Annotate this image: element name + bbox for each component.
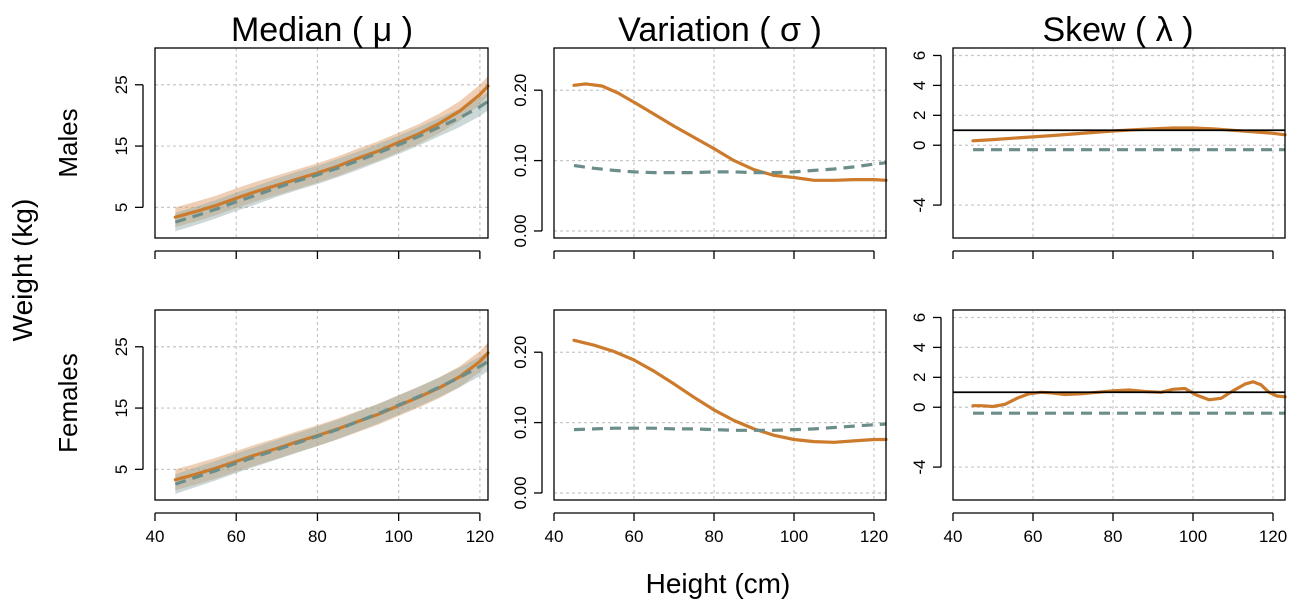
plot-frame	[952, 309, 1286, 501]
x-tick-label: 60	[1024, 527, 1043, 546]
x-tick-label: 60	[625, 527, 644, 546]
y-tick-label: 0	[910, 403, 929, 412]
y-tick-label: -4	[910, 460, 929, 475]
panel-males-variation: 0.00 0.10 0.20	[511, 47, 888, 259]
y-tick-label: 4	[910, 343, 929, 352]
panel-females-skew: 40 60 80 100 120 6 4 2 0 -4	[910, 309, 1287, 546]
plot-frame	[553, 47, 887, 239]
row-label-males: Males	[53, 108, 83, 177]
y-tick-label: 0.20	[511, 336, 530, 369]
uncertainty-band-orange	[175, 76, 489, 227]
series-line-teal-dashed	[174, 360, 489, 486]
y-tick-label: 25	[112, 75, 131, 94]
y-tick-label: 0.00	[511, 214, 530, 247]
series-line-teal-dashed	[174, 99, 489, 224]
x-tick-label: 120	[1259, 527, 1287, 546]
plot-frame	[154, 47, 489, 239]
x-tick-label: 60	[227, 527, 246, 546]
plot-frame	[952, 47, 1286, 239]
series-line-orange-solid	[572, 82, 888, 182]
x-tick-label: 100	[384, 527, 412, 546]
plot-frame	[154, 309, 489, 501]
series-line-teal-dashed	[573, 161, 887, 175]
y-tick-label: 2	[910, 373, 929, 382]
x-axis-title: Height (cm)	[646, 568, 791, 599]
y-tick-label: 0.10	[511, 406, 530, 439]
y-tick-label: 0.00	[511, 476, 530, 509]
x-tick-label: 40	[545, 527, 564, 546]
y-tick-label: 15	[112, 137, 131, 156]
column-title-variation: Variation ( σ )	[618, 11, 822, 49]
y-tick-label: 5	[112, 203, 131, 212]
y-tick-label: 2	[910, 111, 929, 120]
plot-frame	[553, 309, 887, 501]
uncertainty-band-orange	[175, 342, 489, 491]
y-tick-label: 0.20	[511, 74, 530, 107]
y-tick-label: 4	[910, 81, 929, 90]
y-axis-title: Weight (kg)	[7, 199, 38, 342]
y-tick-label: 0	[910, 141, 929, 150]
x-tick-label: 120	[466, 527, 494, 546]
x-tick-label: 40	[146, 527, 165, 546]
y-tick-label: 15	[112, 399, 131, 418]
x-tick-label: 80	[705, 527, 724, 546]
x-tick-label: 100	[1179, 527, 1207, 546]
x-tick-label: 80	[1104, 527, 1123, 546]
x-tick-label: 120	[860, 527, 888, 546]
series-line-teal-dashed	[573, 422, 887, 432]
row-label-females: Females	[53, 353, 83, 453]
x-tick-label: 80	[308, 527, 327, 546]
panel-males-skew: 6 4 2 0 -4	[910, 47, 1287, 259]
series-line-orange-solid	[572, 338, 888, 444]
column-title-skew: Skew ( λ )	[1042, 11, 1193, 49]
panel-females-variation: 40 60 80 100 120 0.00 0.10 0.20	[511, 309, 888, 546]
uncertainty-band-teal	[175, 351, 489, 494]
y-tick-label: -4	[910, 198, 929, 213]
x-tick-label: 40	[944, 527, 963, 546]
y-tick-label: 6	[910, 313, 929, 322]
panel-males-median: 5 15 25	[112, 47, 490, 259]
panel-females-median: 40 60 80 100 120 5 15 25	[112, 309, 494, 546]
x-tick-label: 100	[780, 527, 808, 546]
column-title-median: Median ( μ )	[231, 11, 413, 49]
series-line-orange-solid	[971, 380, 1287, 409]
y-tick-label: 5	[112, 465, 131, 474]
series-line-orange-solid	[173, 84, 490, 219]
y-tick-label: 25	[112, 337, 131, 356]
y-tick-label: 6	[910, 51, 929, 60]
y-tick-label: 0.10	[511, 144, 530, 177]
